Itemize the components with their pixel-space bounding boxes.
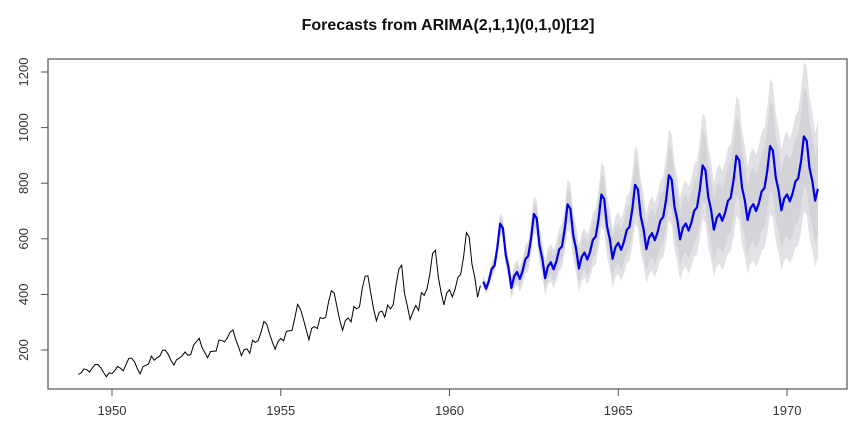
history-line	[78, 231, 481, 378]
interval-80	[483, 87, 818, 296]
x-axis: 1950 1955 1960 1965 1970	[98, 388, 802, 418]
y-tick-label: 800	[16, 172, 31, 194]
x-tick-label: 1965	[604, 403, 633, 418]
x-tick-label: 1970	[773, 403, 802, 418]
y-tick-label: 600	[16, 228, 31, 250]
y-tick-label: 400	[16, 284, 31, 306]
interval-95	[483, 61, 818, 300]
y-axis: 200 400 600 800 1000 1200	[16, 58, 49, 361]
y-tick-label: 1200	[16, 58, 31, 87]
prediction-intervals	[483, 61, 818, 300]
chart-title: Forecasts from ARIMA(2,1,1)(0,1,0)[12]	[302, 17, 595, 34]
y-tick-label: 200	[16, 339, 31, 361]
forecast-line	[482, 135, 819, 290]
series-lines	[78, 135, 819, 378]
x-tick-label: 1960	[435, 403, 464, 418]
x-tick-label: 1950	[98, 403, 127, 418]
x-tick-label: 1955	[266, 403, 295, 418]
y-tick-label: 1000	[16, 113, 31, 142]
